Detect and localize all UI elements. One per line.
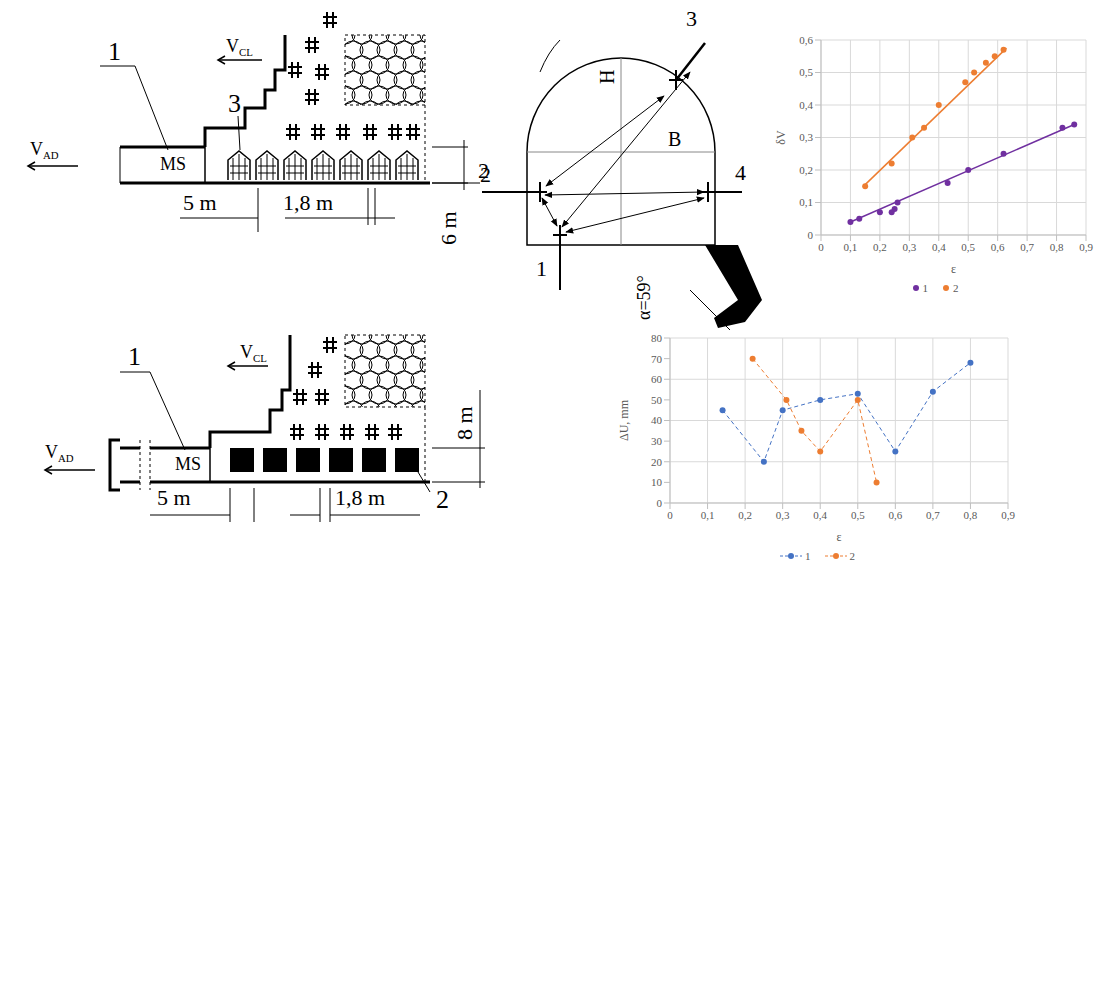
svg-text:VCL: VCL bbox=[240, 342, 267, 364]
svg-text:0,3: 0,3 bbox=[902, 241, 916, 253]
svg-text:ε: ε bbox=[951, 262, 956, 276]
svg-text:3: 3 bbox=[228, 89, 241, 118]
svg-text:0: 0 bbox=[808, 229, 814, 241]
svg-text:0,5: 0,5 bbox=[851, 509, 865, 521]
svg-text:0: 0 bbox=[667, 509, 673, 521]
svg-text:4: 4 bbox=[735, 160, 746, 185]
svg-text:0,5: 0,5 bbox=[799, 66, 813, 78]
svg-text:5 m: 5 m bbox=[183, 190, 217, 215]
svg-text:3: 3 bbox=[686, 6, 697, 31]
svg-text:0,6: 0,6 bbox=[888, 509, 902, 521]
svg-text:H: H bbox=[596, 70, 618, 84]
html-text:1: 1 bbox=[922, 282, 928, 294]
html-text:2: 2 bbox=[953, 282, 959, 294]
svg-text:VCL: VCL bbox=[226, 36, 253, 58]
svg-text:1,8 m: 1,8 m bbox=[283, 190, 333, 215]
svg-text:δV: δV bbox=[774, 130, 788, 145]
svg-text:50: 50 bbox=[651, 394, 663, 406]
svg-text:0,9: 0,9 bbox=[1079, 241, 1092, 253]
svg-text:1,8 m: 1,8 m bbox=[335, 485, 385, 510]
svg-text:30: 30 bbox=[651, 435, 663, 447]
svg-text:0,3: 0,3 bbox=[776, 509, 790, 521]
svg-text:1: 1 bbox=[108, 37, 121, 66]
svg-text:0,1: 0,1 bbox=[844, 241, 858, 253]
svg-text:8 m: 8 m bbox=[452, 406, 477, 440]
svg-text:0,2: 0,2 bbox=[799, 164, 813, 176]
svg-text:0: 0 bbox=[657, 497, 663, 509]
svg-text:0,4: 0,4 bbox=[932, 241, 946, 253]
svg-text:α=59°: α=59° bbox=[634, 275, 654, 320]
svg-text:0,5: 0,5 bbox=[961, 241, 975, 253]
svg-text:0,2: 0,2 bbox=[738, 509, 752, 521]
svg-text:0,8: 0,8 bbox=[1050, 241, 1064, 253]
svg-text:2: 2 bbox=[480, 162, 491, 187]
svg-text:70: 70 bbox=[651, 353, 663, 365]
svg-text:0,8: 0,8 bbox=[964, 509, 978, 521]
svg-text:B: B bbox=[668, 128, 681, 150]
svg-text:0,1: 0,1 bbox=[701, 509, 715, 521]
svg-text:40: 40 bbox=[651, 414, 663, 426]
svg-text:0,7: 0,7 bbox=[1020, 241, 1034, 253]
svg-text:0,6: 0,6 bbox=[799, 34, 813, 46]
svg-text:MS: MS bbox=[175, 454, 201, 474]
svg-text:0,2: 0,2 bbox=[873, 241, 887, 253]
html-text:1: 1 bbox=[805, 550, 811, 562]
svg-text:2: 2 bbox=[436, 485, 449, 514]
svg-text:MS: MS bbox=[160, 154, 186, 174]
html-text:2: 2 bbox=[849, 550, 855, 562]
svg-text:0,1: 0,1 bbox=[799, 196, 813, 208]
svg-text:0: 0 bbox=[818, 241, 824, 253]
svg-text:VAD: VAD bbox=[45, 442, 74, 464]
svg-text:0,7: 0,7 bbox=[926, 509, 940, 521]
svg-text:6 m: 6 m bbox=[436, 211, 461, 245]
svg-text:1: 1 bbox=[128, 342, 141, 371]
svg-text:0,9: 0,9 bbox=[1001, 509, 1015, 521]
svg-text:0,6: 0,6 bbox=[991, 241, 1005, 253]
svg-text:ΔU, mm: ΔU, mm bbox=[617, 399, 631, 441]
svg-text:10: 10 bbox=[651, 476, 663, 488]
svg-text:80: 80 bbox=[651, 332, 663, 344]
svg-text:VAD: VAD bbox=[30, 139, 59, 161]
svg-text:1: 1 bbox=[536, 256, 547, 281]
svg-text:5 m: 5 m bbox=[157, 485, 191, 510]
svg-text:ε: ε bbox=[836, 530, 841, 544]
svg-text:0,3: 0,3 bbox=[799, 131, 813, 143]
svg-text:0,4: 0,4 bbox=[813, 509, 827, 521]
svg-text:0,4: 0,4 bbox=[799, 99, 813, 111]
svg-text:20: 20 bbox=[651, 456, 663, 468]
svg-text:60: 60 bbox=[651, 373, 663, 385]
